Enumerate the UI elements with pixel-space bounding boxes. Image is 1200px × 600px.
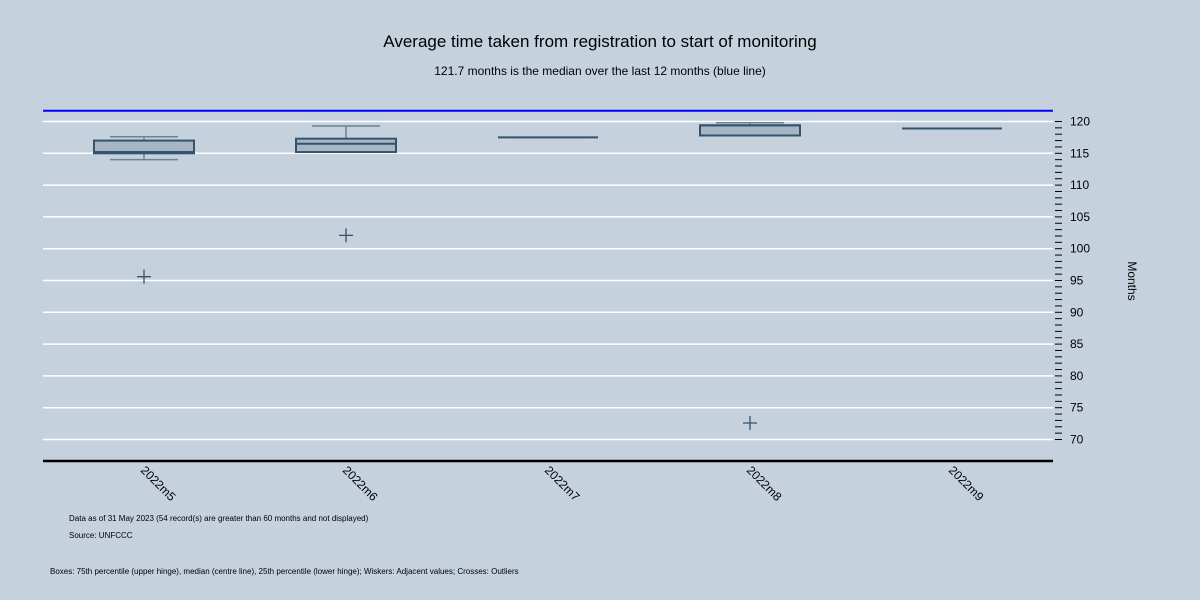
box: [93, 139, 195, 155]
y-tick-label: 90: [1070, 305, 1084, 319]
x-tick-label: 2022m5: [138, 463, 179, 504]
x-tick-label: 2022m9: [946, 463, 987, 504]
y-tick-label: 85: [1070, 337, 1084, 351]
y-tick-label: 100: [1070, 242, 1090, 256]
outlier-marker: [743, 415, 757, 430]
outlier-marker: [137, 269, 151, 284]
y-tick-label: 70: [1070, 433, 1084, 447]
y-tick-label: 110: [1070, 178, 1089, 192]
y-tick-label: 95: [1070, 274, 1084, 288]
box: [295, 137, 397, 154]
y-tick-label: 105: [1070, 210, 1090, 224]
x-tick-label: 2022m8: [744, 463, 785, 504]
legend-note: Boxes: 75th percentile (upper hinge), me…: [50, 567, 519, 576]
source-note: Source: UNFCCC: [69, 531, 133, 540]
x-tick-label: 2022m6: [340, 463, 381, 504]
y-tick-label: 120: [1070, 115, 1090, 129]
y-tick-label: 115: [1070, 146, 1089, 160]
data-note: Data as of 31 May 2023 (54 record(s) are…: [69, 514, 369, 523]
chart-title: Average time taken from registration to …: [383, 32, 817, 51]
box: [699, 124, 801, 137]
x-tick-label: 2022m7: [542, 463, 583, 504]
y-axis-label: Months: [1125, 261, 1139, 300]
chart-subtitle: 121.7 months is the median over the last…: [434, 64, 766, 78]
y-tick-label: 75: [1070, 401, 1084, 415]
outlier-marker: [339, 228, 353, 243]
y-tick-label: 80: [1070, 369, 1084, 383]
